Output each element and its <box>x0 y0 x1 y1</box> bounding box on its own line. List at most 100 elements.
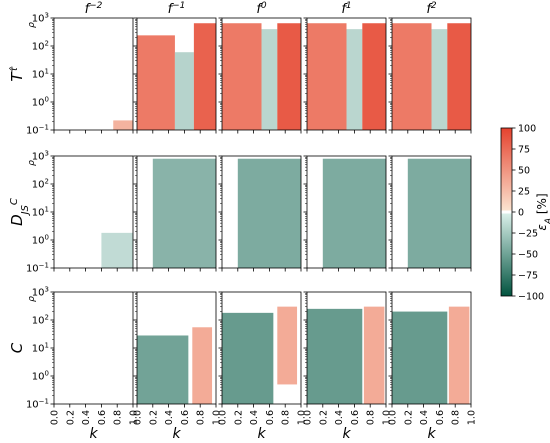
y-tick-label: 102 <box>32 40 49 53</box>
x-tick-label: 0.4 <box>81 410 92 425</box>
heat-region <box>277 23 301 130</box>
panel-background <box>54 18 133 130</box>
column-title: f−2 <box>85 1 103 17</box>
heat-region <box>431 29 448 131</box>
colorbar-label: εA [%] <box>535 193 550 230</box>
colorbar-tick-label: 25 <box>518 187 530 198</box>
x-tick-label: 0.6 <box>435 410 446 425</box>
x-tick-label: 0.0 <box>303 410 314 425</box>
panel-r1-c1: 10−1 100 101 102 103 <box>26 12 134 137</box>
x-axis-label: k <box>172 426 181 442</box>
x-tick-label: 0.8 <box>196 410 207 425</box>
y-tick-label: 101 <box>32 68 49 81</box>
x-tick-label: 1.0 <box>467 410 478 425</box>
x-axis-labels: k k k kk <box>89 426 436 442</box>
column-title: f1 <box>341 1 351 17</box>
colorbar-tick-label: −50 <box>518 250 538 261</box>
x-tick-label: 0.4 <box>334 410 345 425</box>
heat-region <box>222 23 262 130</box>
heat-region <box>192 327 213 404</box>
x-tick-label: 0.6 <box>180 410 191 425</box>
colorbar-tick-label: 75 <box>518 145 530 156</box>
colorbar-tick-label: 0 <box>518 208 524 219</box>
x-axis-label: k <box>427 426 436 442</box>
colorbar-ticks: 100 75 50 25 0 −25 −50 −75 −100 <box>512 124 544 303</box>
y-tick-label: 10−1 <box>26 262 49 275</box>
y-tick-label: 103 <box>32 12 49 25</box>
panel-r3-c4: 0.0 0.2 0.4 0.6 0.8 1.0 <box>303 291 393 425</box>
colorbar-tick-label: 100 <box>518 124 536 135</box>
heat-region <box>193 23 216 130</box>
panel-grid: 10−110010110210310−110010110210310−11001… <box>26 12 478 426</box>
y-tick-label: 100 <box>32 96 49 109</box>
colorbar-tick-label: −75 <box>518 271 538 282</box>
y-tick-label: 100 <box>32 234 49 247</box>
panel-r2-c3 <box>218 155 302 272</box>
heat-region <box>346 29 363 131</box>
heat-region <box>101 232 133 268</box>
heat-region <box>307 23 347 130</box>
colorbar-gradient <box>500 127 513 297</box>
x-tick-label: 0.6 <box>97 410 108 425</box>
x-tick-label: 1.0 <box>212 410 223 425</box>
heat-region <box>307 308 363 404</box>
heat-region <box>113 120 133 130</box>
y-tick-label: 103 <box>32 286 49 299</box>
x-tick-label: 0.6 <box>265 410 276 425</box>
x-tick-label: 0.8 <box>366 410 377 425</box>
x-tick-label: 0.2 <box>403 410 414 425</box>
heat-region <box>363 306 385 404</box>
panel-r1-c4 <box>303 17 387 134</box>
x-axis-label: k <box>89 426 98 442</box>
x-tick-label: 0.2 <box>65 410 76 425</box>
colorbar-tick-label: −25 <box>518 229 538 240</box>
panel-r2-c5 <box>388 155 472 272</box>
x-tick-label: 1.0 <box>297 410 308 425</box>
colorbar-tick-label: 50 <box>518 166 530 177</box>
column-title: f−1 <box>168 1 186 17</box>
heat-region <box>137 335 189 404</box>
heat-region <box>237 158 301 268</box>
heat-region <box>222 312 274 404</box>
column-titles: f−2 f−1 f0 f1 f2 <box>85 1 437 17</box>
x-tick-label: 1.0 <box>382 410 393 425</box>
heat-region <box>137 35 175 131</box>
column-title: f0 <box>256 1 267 17</box>
panel-r1-c5 <box>388 17 472 134</box>
y-tick-label: 102 <box>32 178 49 191</box>
x-tick-label: 0.8 <box>451 410 462 425</box>
heat-region <box>322 158 386 268</box>
panel-r1-c3 <box>218 17 302 134</box>
row-label: Tτ̂ <box>8 65 27 81</box>
x-tick-label: 0.4 <box>249 410 260 425</box>
panel-r3-c2: 0.0 0.2 0.4 0.6 0.8 1.0 <box>133 291 223 425</box>
x-tick-label: 0.8 <box>113 410 124 425</box>
panel-r2-c4 <box>303 155 387 272</box>
x-tick-label: 0.8 <box>281 410 292 425</box>
y-tick-label: 10−1 <box>26 124 49 137</box>
heat-region <box>407 158 471 268</box>
heat-region <box>362 23 386 130</box>
x-tick-label: 0.0 <box>218 410 229 425</box>
row-label: DJSC <box>8 198 31 226</box>
panel-r1-c2 <box>133 17 217 134</box>
panel-background <box>54 292 133 404</box>
panel-r3-c3: 0.0 0.2 0.4 0.6 0.8 1.0 <box>218 291 308 425</box>
rho-label: ρ <box>27 296 37 302</box>
heat-region <box>392 23 432 130</box>
y-tick-label: 101 <box>32 206 49 219</box>
y-tick-label: 10−1 <box>26 398 49 411</box>
heat-region <box>392 311 448 404</box>
heat-region <box>152 158 216 268</box>
column-title: f2 <box>426 1 437 17</box>
y-tick-label: 101 <box>32 342 49 355</box>
heat-region <box>447 23 471 130</box>
heat-region <box>277 306 298 385</box>
x-tick-label: 0.4 <box>164 410 175 425</box>
panel-r3-c5: 0.0 0.2 0.4 0.6 0.8 1.0 <box>388 291 478 425</box>
colorbar: 100 75 50 25 0 −25 −50 −75 −100 εA [%] <box>500 124 550 303</box>
y-tick-label: 103 <box>32 150 49 163</box>
x-axis-label: k <box>257 426 266 442</box>
rho-label: ρ <box>27 160 37 166</box>
